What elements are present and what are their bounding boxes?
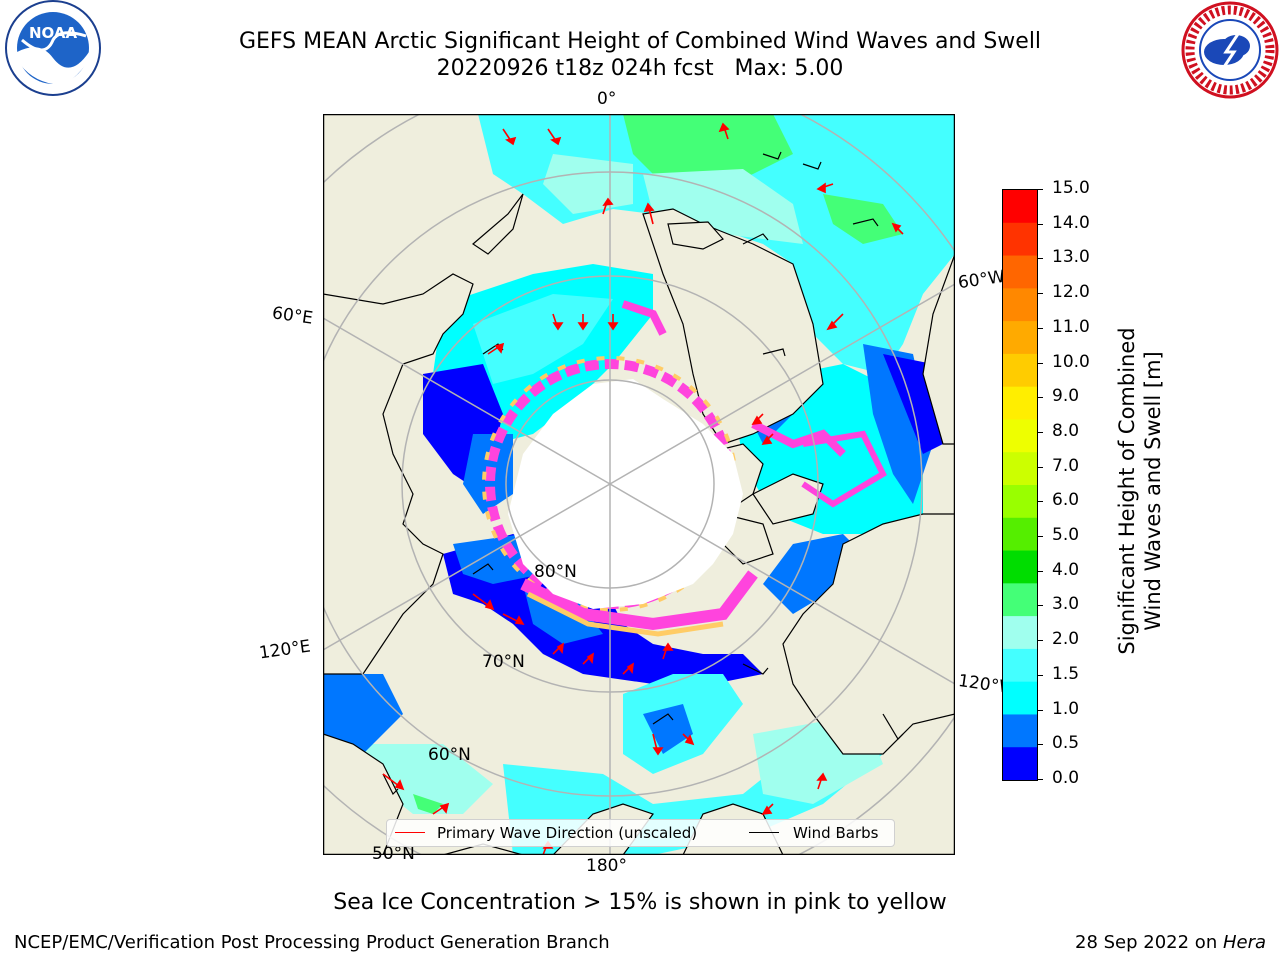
colorbar-tick-label: 0.5	[1052, 733, 1080, 754]
colorbar-band	[1003, 353, 1037, 388]
colorbar-band	[1003, 485, 1037, 519]
colorbar-tick-mark	[1037, 466, 1043, 468]
colorbar-tick-label: 4.0	[1052, 559, 1080, 580]
colorbar-band	[1003, 714, 1037, 748]
colorbar-tick-mark	[1037, 640, 1043, 642]
colorbar-tick-label: 15.0	[1052, 178, 1090, 198]
wind-barbs	[382, 151, 904, 796]
colorbar-tick-mark	[1037, 709, 1043, 711]
colorbar-tick-mark	[1037, 258, 1043, 260]
colorbar-band	[1003, 190, 1037, 224]
footer-host: Hera	[1222, 932, 1266, 953]
colorbar-tick-mark	[1037, 779, 1043, 780]
land-masses	[323, 193, 955, 855]
colorbar-band	[1003, 583, 1037, 617]
colorbar-band	[1003, 616, 1037, 650]
colorbar-tick-label: 6.0	[1052, 490, 1080, 511]
wave-direction-legend-line	[395, 832, 425, 833]
colorbar-band	[1003, 386, 1037, 420]
arctic-map	[323, 114, 955, 855]
wind-barbs-legend-label: Wind Barbs	[793, 824, 879, 842]
chart-subtitle: 20220926 t18z 024h fcst Max: 5.00	[436, 56, 844, 81]
chart-title: GEFS MEAN Arctic Significant Height of C…	[238, 29, 1042, 54]
colorbar-band	[1003, 321, 1037, 355]
wind-barbs-legend-line	[749, 832, 779, 833]
colorbar-band	[1003, 747, 1037, 781]
footer-date-text: 28 Sep 2022 on	[1075, 932, 1223, 953]
lat-label-70n: 70°N	[482, 652, 525, 672]
colorbar-tick-mark	[1037, 327, 1043, 329]
colorbar-band	[1003, 648, 1037, 683]
map-legend: Primary Wave Direction (unscaled) Wind B…	[386, 819, 895, 847]
footer-credit: NCEP/EMC/Verification Post Processing Pr…	[14, 932, 610, 953]
colorbar-tick-mark	[1037, 570, 1043, 572]
colorbar-band	[1003, 222, 1037, 257]
colorbar-tick-mark	[1037, 223, 1043, 225]
colorbar-tick-label: 12.0	[1052, 282, 1090, 303]
noaa-logo-icon: NOAA	[5, 0, 101, 96]
lon-label-0: 0°	[597, 89, 617, 109]
colorbar-tick-label: 14.0	[1052, 212, 1090, 233]
map-frame	[323, 114, 955, 855]
colorbar-tick-label: 8.0	[1052, 420, 1080, 441]
colorbar-tick-label: 1.5	[1052, 663, 1080, 684]
svg-text:NOAA: NOAA	[29, 24, 78, 42]
colorbar-tick-mark	[1037, 674, 1043, 676]
colorbar-band	[1003, 681, 1037, 715]
colorbar-tick-label: 11.0	[1052, 316, 1090, 337]
colorbar-bands	[1003, 190, 1037, 781]
colorbar-tick-label: 5.0	[1052, 525, 1080, 546]
colorbar-tick-mark	[1037, 431, 1043, 433]
colorbar-tick-mark	[1037, 536, 1043, 538]
colorbar-tick-mark	[1037, 189, 1043, 190]
colorbar-tick-label: 2.0	[1052, 629, 1080, 650]
colorbar-tick-label: 9.0	[1052, 386, 1080, 407]
graticule	[323, 114, 955, 855]
lat-label-80n: 80°N	[534, 562, 577, 582]
colorbar-tick-mark	[1037, 362, 1043, 364]
colorbar-band	[1003, 255, 1037, 289]
wave-direction-legend-label: Primary Wave Direction (unscaled)	[437, 824, 698, 842]
lat-label-50n: 50°N	[372, 844, 415, 864]
colorbar-band	[1003, 550, 1037, 584]
colorbar-label: Significant Height of Combined Wind Wave…	[1114, 316, 1166, 666]
colorbar-band	[1003, 452, 1037, 486]
colorbar-label-line2: Wind Waves and Swell [m]	[1141, 351, 1165, 631]
lon-label-180: 180°	[586, 856, 627, 876]
colorbar-tick-mark	[1037, 293, 1043, 295]
nws-logo	[1178, 0, 1280, 100]
colorbar-tick-mark	[1037, 397, 1043, 399]
footer-date: 28 Sep 2022 on Hera	[1075, 932, 1266, 953]
lon-label-60e: 60°E	[270, 303, 315, 329]
sea-ice-note: Sea Ice Concentration > 15% is shown in …	[333, 890, 947, 915]
colorbar-band	[1003, 517, 1037, 552]
colorbar	[1002, 189, 1038, 781]
wave-direction-arrows	[382, 122, 904, 855]
colorbar-band	[1003, 419, 1037, 453]
colorbar-tick-label: 1.0	[1052, 698, 1080, 719]
colorbar-tick-mark	[1037, 744, 1043, 746]
colorbar-tick-label: 7.0	[1052, 455, 1080, 476]
colorbar-label-line1: Significant Height of Combined	[1115, 327, 1139, 655]
colorbar-band	[1003, 288, 1037, 322]
colorbar-tick-label: 0.0	[1052, 768, 1080, 788]
colorbar-tick-mark	[1037, 605, 1043, 607]
noaa-logo: NOAA	[0, 0, 106, 100]
colorbar-tick-label: 13.0	[1052, 247, 1090, 268]
lon-label-120e: 120°E	[257, 636, 312, 664]
central-ice	[508, 379, 743, 609]
colorbar-tick-label: 10.0	[1052, 351, 1090, 372]
colorbar-tick-label: 3.0	[1052, 594, 1080, 615]
colorbar-tick-mark	[1037, 501, 1043, 503]
nws-logo-icon	[1181, 1, 1279, 99]
lat-label-60n: 60°N	[428, 745, 471, 765]
lon-label-60w: 60°W	[956, 266, 1007, 294]
